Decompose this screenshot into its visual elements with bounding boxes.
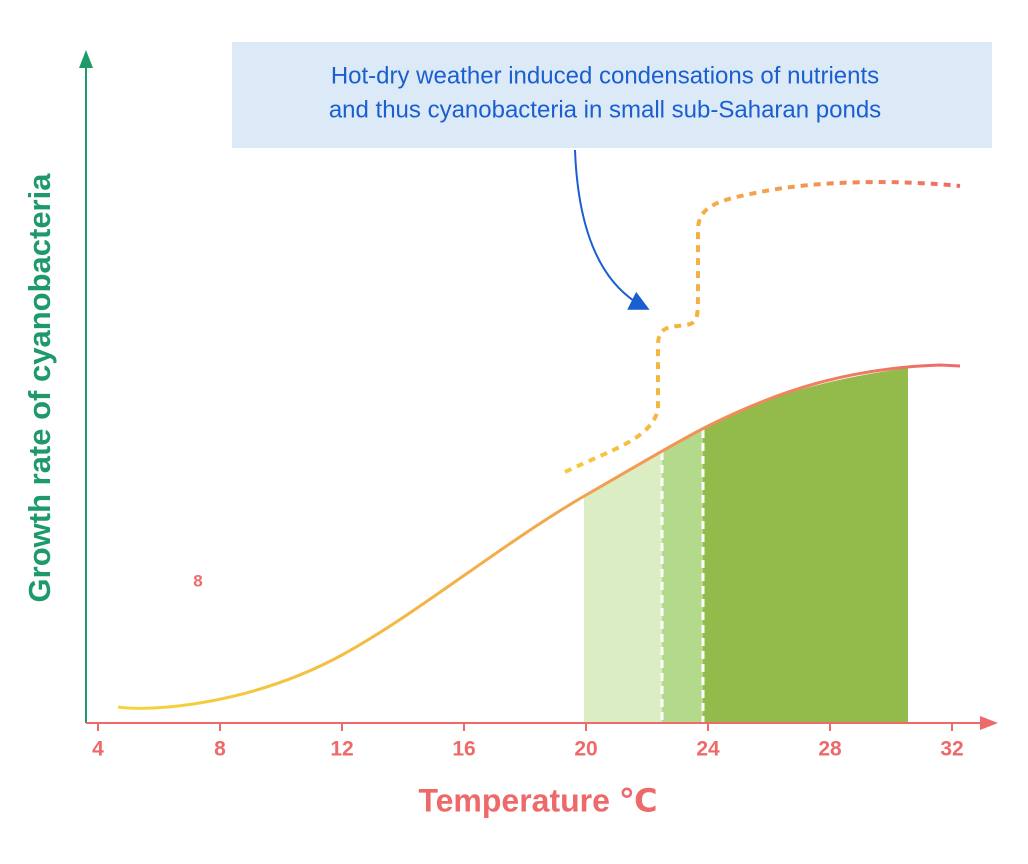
annotation-text: Hot-dry weather induced condensations of…: [331, 62, 879, 89]
annotation-box: [232, 42, 992, 148]
x-tick-label: 32: [940, 738, 963, 761]
x-tick-label: 20: [574, 738, 597, 761]
x-tick-label: 16: [452, 738, 475, 761]
x-tick-label: 24: [696, 738, 720, 761]
growth-curve: [117, 363, 961, 710]
x-tick-label: 4: [92, 738, 104, 761]
x-axis-arrow: [980, 716, 998, 730]
annotation-arrow: [574, 149, 650, 310]
region-mid: [662, 428, 703, 723]
region-light: [584, 452, 662, 723]
condensed-curve: [564, 180, 961, 474]
region-dark: [703, 368, 908, 723]
x-tick-label: 28: [818, 738, 842, 761]
y-axis-label: Growth rate of cyanobacteria: [22, 173, 57, 603]
x-axis-label: Temperature ℃: [418, 782, 657, 818]
x-ticks: 4 8 12 16 20 24 28 32: [92, 723, 964, 761]
stray-label: 8: [193, 571, 202, 590]
x-tick-label: 12: [330, 738, 353, 761]
x-tick-label: 8: [214, 738, 226, 761]
y-axis-arrow: [79, 50, 93, 68]
annotation-text: and thus cyanobacteria in small sub-Saha…: [329, 96, 881, 123]
